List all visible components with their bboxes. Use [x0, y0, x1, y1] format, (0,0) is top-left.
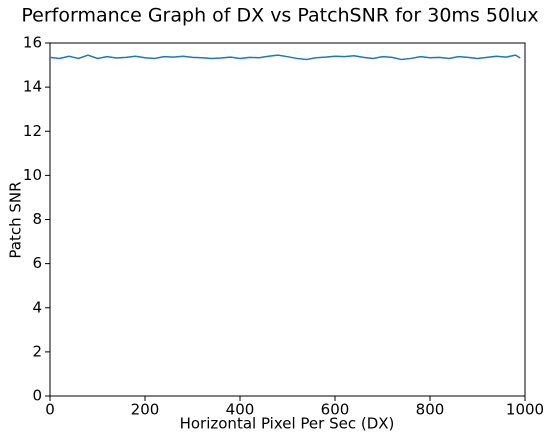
x-tick-label: 400 — [226, 401, 255, 419]
y-tick-label: 16 — [23, 34, 42, 52]
x-tick-label: 600 — [321, 401, 350, 419]
y-tick-label: 14 — [23, 78, 42, 96]
y-tick-label: 8 — [32, 210, 42, 228]
y-tick-label: 10 — [23, 166, 42, 184]
y-tick-label: 4 — [32, 298, 42, 316]
y-tick-label: 2 — [32, 342, 42, 360]
y-tick-label: 6 — [32, 254, 42, 272]
y-axis-label: Patch SNR — [7, 181, 25, 258]
x-axis-label: Horizontal Pixel Per Sec (DX) — [180, 415, 395, 433]
y-tick-label: 0 — [32, 387, 42, 405]
y-tick-label: 12 — [23, 122, 42, 140]
x-tick-label: 800 — [416, 401, 445, 419]
x-tick-label: 1000 — [506, 401, 544, 419]
data-line — [49, 54, 521, 61]
plot-frame — [49, 42, 526, 397]
chart-title: Performance Graph of DX vs PatchSNR for … — [21, 5, 538, 27]
x-tick-label: 200 — [131, 401, 160, 419]
x-tick-label: 0 — [45, 401, 55, 419]
